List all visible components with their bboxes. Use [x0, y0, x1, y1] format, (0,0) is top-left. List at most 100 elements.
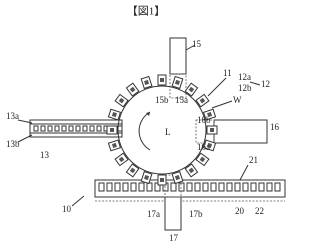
holder — [107, 139, 122, 152]
label: 13b — [6, 139, 20, 149]
label: 12a — [238, 72, 251, 82]
label: 22 — [255, 206, 264, 216]
slot — [130, 182, 137, 192]
holder-part — [118, 156, 125, 163]
holder-part — [129, 167, 136, 174]
slot — [33, 125, 39, 132]
holder — [206, 125, 218, 135]
slot — [106, 182, 113, 192]
slot — [82, 125, 88, 132]
holder — [202, 108, 217, 121]
holder — [107, 108, 122, 121]
slot — [202, 182, 209, 192]
slot — [89, 125, 95, 132]
holder-part — [188, 167, 195, 174]
label: 17a — [147, 209, 160, 219]
slot — [178, 182, 185, 192]
holder — [184, 82, 199, 97]
label: 11 — [223, 68, 232, 78]
holder — [171, 75, 184, 90]
label: L — [165, 127, 171, 137]
holder-part — [111, 142, 117, 148]
figure-title: 【図1】 — [127, 5, 166, 18]
slot — [68, 125, 74, 132]
label: 16b — [197, 115, 211, 125]
holder-part — [111, 112, 117, 118]
holder-part — [210, 128, 214, 132]
holder — [106, 125, 118, 135]
slot — [40, 125, 46, 132]
slot — [122, 182, 129, 192]
holder-part — [144, 79, 150, 85]
holder — [140, 75, 153, 90]
turntable — [117, 85, 207, 175]
holder-part — [174, 175, 180, 181]
label: 15b — [155, 95, 169, 105]
holder — [157, 74, 167, 86]
slot — [274, 182, 281, 192]
slot — [194, 182, 201, 192]
conveyor-13 — [29, 119, 123, 138]
label: 17 — [169, 233, 179, 243]
arrow-head — [146, 112, 150, 116]
slot — [61, 125, 67, 132]
leader-lines — [17, 44, 261, 207]
label: 12b — [238, 83, 252, 93]
holder — [195, 93, 210, 108]
slot — [54, 125, 60, 132]
slot — [258, 182, 265, 192]
slot — [186, 182, 193, 192]
slot — [114, 182, 121, 192]
holder-part — [207, 142, 213, 148]
label: 15a — [175, 95, 188, 105]
holder — [171, 170, 184, 185]
holder — [125, 82, 140, 97]
holder-part — [110, 128, 114, 132]
slot — [96, 125, 102, 132]
label: 21 — [249, 155, 258, 165]
holder-part — [144, 175, 150, 181]
slot — [210, 182, 217, 192]
holder-part — [188, 86, 195, 93]
holder-part — [207, 112, 213, 118]
conveyor-20 — [94, 179, 286, 202]
label: 15 — [192, 39, 202, 49]
holder — [157, 174, 167, 186]
label: 10 — [62, 204, 72, 214]
slot — [266, 182, 273, 192]
slot — [250, 182, 257, 192]
holder — [114, 152, 129, 167]
holder — [125, 163, 140, 178]
holder-ring — [106, 74, 218, 186]
holder-part — [129, 86, 136, 93]
arm-15 — [169, 37, 187, 99]
label: 20 — [235, 206, 245, 216]
holder — [202, 139, 217, 152]
label: 16a — [197, 142, 210, 152]
holder-part — [174, 79, 180, 85]
holder-part — [160, 78, 164, 82]
label: 12 — [261, 79, 270, 89]
label: 13 — [40, 150, 50, 160]
holder-part — [118, 97, 125, 104]
slot — [98, 182, 105, 192]
label: 13a — [6, 111, 19, 121]
slot — [75, 125, 81, 132]
label: W — [233, 95, 242, 105]
slot — [218, 182, 225, 192]
label: 16 — [270, 122, 280, 132]
holder — [195, 152, 210, 167]
figure: 【図1】 15 11 — [6, 5, 286, 243]
holder-part — [199, 97, 206, 104]
slot — [226, 182, 233, 192]
slot — [170, 182, 177, 192]
holder — [114, 93, 129, 108]
slot — [47, 125, 53, 132]
slot — [242, 182, 249, 192]
holder-part — [199, 156, 206, 163]
holder-part — [160, 178, 164, 182]
slot — [138, 182, 145, 192]
holder — [140, 170, 153, 185]
slot — [234, 182, 241, 192]
holder — [184, 163, 199, 178]
